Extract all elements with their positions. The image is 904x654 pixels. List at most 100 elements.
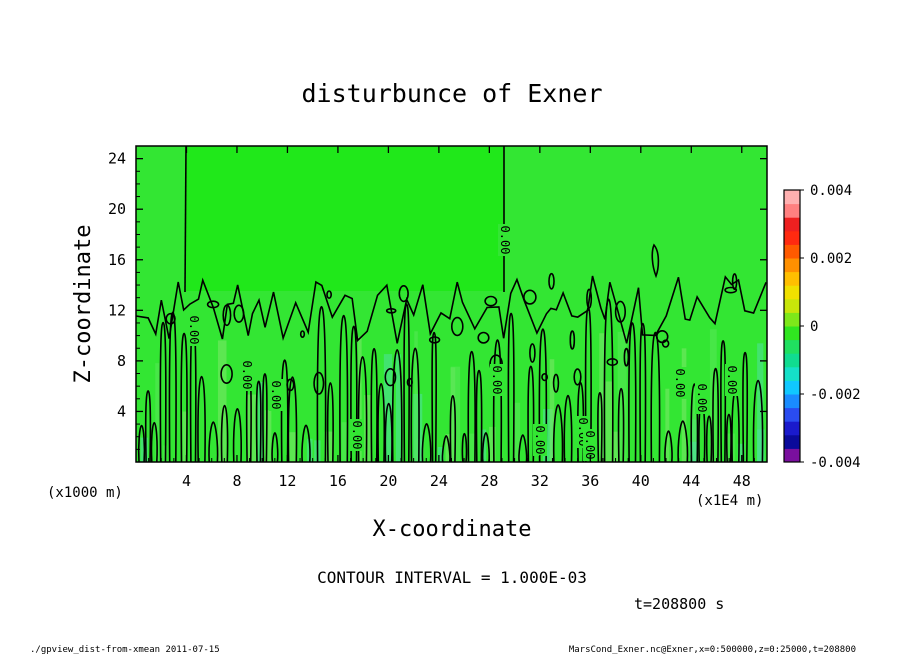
contour-plume [168, 311, 177, 463]
field-patch [600, 336, 606, 462]
field-patch [757, 343, 764, 462]
contour-interval-text: CONTOUR INTERVAL = 1.000E-03 [317, 568, 587, 587]
field-upper-region [186, 146, 504, 291]
contour-upper-boundary [135, 275, 767, 344]
contour-blob [450, 316, 464, 337]
field-patch [469, 433, 475, 462]
contour-plume [208, 421, 219, 463]
colorbar-swatch [784, 380, 800, 395]
contour-label: 0.00 [725, 366, 739, 395]
contour-plume [690, 383, 699, 463]
contour-label: 0.00 [673, 369, 687, 398]
contour-blob [222, 304, 232, 327]
field-patch [413, 393, 423, 462]
x-axis-title: X-coordinate [373, 517, 532, 542]
contour-plume [144, 390, 152, 463]
contour-plume [639, 322, 647, 463]
contour-plume [410, 347, 420, 463]
field-patch [689, 441, 698, 462]
contour-blob [313, 371, 325, 395]
contour-plume [752, 379, 764, 463]
colorbar-swatch [784, 448, 800, 463]
contour-blob [384, 368, 397, 387]
colorbar-swatch [784, 190, 800, 205]
contour-label-bg [187, 314, 201, 346]
contour-label-bg [490, 364, 504, 396]
field-patch [383, 354, 393, 462]
colorbar-swatch [784, 353, 800, 368]
colorbar-swatch [784, 421, 800, 436]
contour-label: 0.00 [350, 421, 364, 450]
colorbar: 0.004 0.002 0 -0.002 -0.004 [783, 183, 861, 471]
contour-plume [403, 303, 410, 463]
footer-right-text: MarsCond_Exner.nc@Exner,x=0:500000,z=0:2… [569, 645, 856, 654]
colorbar-swatch [784, 217, 800, 232]
x-tick-label: 12 [278, 472, 296, 490]
y-unit-label: (x1000 m) [47, 485, 123, 501]
x-axis: 4 8 12 16 20 24 28 32 36 40 44 48 [148, 146, 755, 490]
contour-plume [301, 424, 311, 463]
contour-plume [527, 365, 535, 463]
contour-blob [220, 363, 233, 384]
contour-plume [377, 382, 386, 463]
field-patch [264, 410, 272, 462]
contour-plume [421, 422, 432, 463]
contour-plume [197, 375, 206, 463]
contour-blob [385, 307, 397, 314]
contour-plume [339, 314, 349, 463]
contour-plume [705, 415, 713, 463]
contour-blob [552, 373, 560, 393]
colorbar-swatch [784, 407, 800, 422]
field-patch [182, 411, 187, 462]
contour-lines [135, 145, 767, 463]
contour-plume [650, 331, 661, 463]
contour-blob [731, 273, 738, 291]
colorbar-swatch [784, 244, 800, 259]
contour-plume [220, 404, 229, 463]
field-patch [612, 431, 621, 462]
contour-plume [350, 325, 358, 463]
field-patch [437, 446, 444, 462]
contour-plume [725, 413, 732, 463]
contour-plume [461, 432, 468, 463]
contour-label-bg [498, 224, 512, 256]
colorbar-swatch [784, 258, 800, 273]
colorbar-swatch [784, 312, 800, 327]
field-patch [665, 388, 670, 462]
contour-plume [391, 348, 403, 463]
x-tick-label: 16 [329, 472, 347, 490]
contour-label: 0.00 [533, 426, 547, 455]
contour-plume [475, 369, 483, 463]
contour-blob [655, 330, 669, 344]
contour-plume [441, 435, 451, 463]
contour-label-bg [269, 379, 283, 411]
contour-plume [255, 380, 262, 463]
field-patch [691, 388, 698, 462]
contour-left-column [184, 145, 187, 293]
x-tick-label: 8 [232, 472, 241, 490]
field-patch [681, 348, 687, 462]
contour-blob [523, 289, 537, 305]
contour-plume [538, 328, 548, 463]
colorbar-tick-label: 0.002 [810, 251, 852, 267]
time-text: t=208800 s [634, 595, 724, 613]
x-tick-label: 44 [682, 472, 700, 490]
colorbar-swatch [784, 366, 800, 381]
contour-label-bg [240, 359, 254, 391]
field-patch [287, 432, 296, 462]
field-patch [737, 443, 745, 462]
contour-blob [586, 288, 593, 309]
y-tick-label: 16 [108, 251, 126, 269]
contour-label-bg [350, 419, 364, 451]
contour-plume [271, 432, 279, 463]
x-tick-label: 20 [379, 472, 397, 490]
colorbar-swatch [784, 394, 800, 409]
contour-blob [165, 312, 176, 325]
contour-blob [569, 330, 576, 350]
field-patch [324, 431, 333, 462]
contour-blob [206, 300, 220, 309]
contour-blob [233, 304, 245, 323]
colorbar-tick-label: 0.004 [810, 183, 852, 199]
contour-blob [573, 368, 582, 386]
contour-blob [614, 300, 627, 323]
